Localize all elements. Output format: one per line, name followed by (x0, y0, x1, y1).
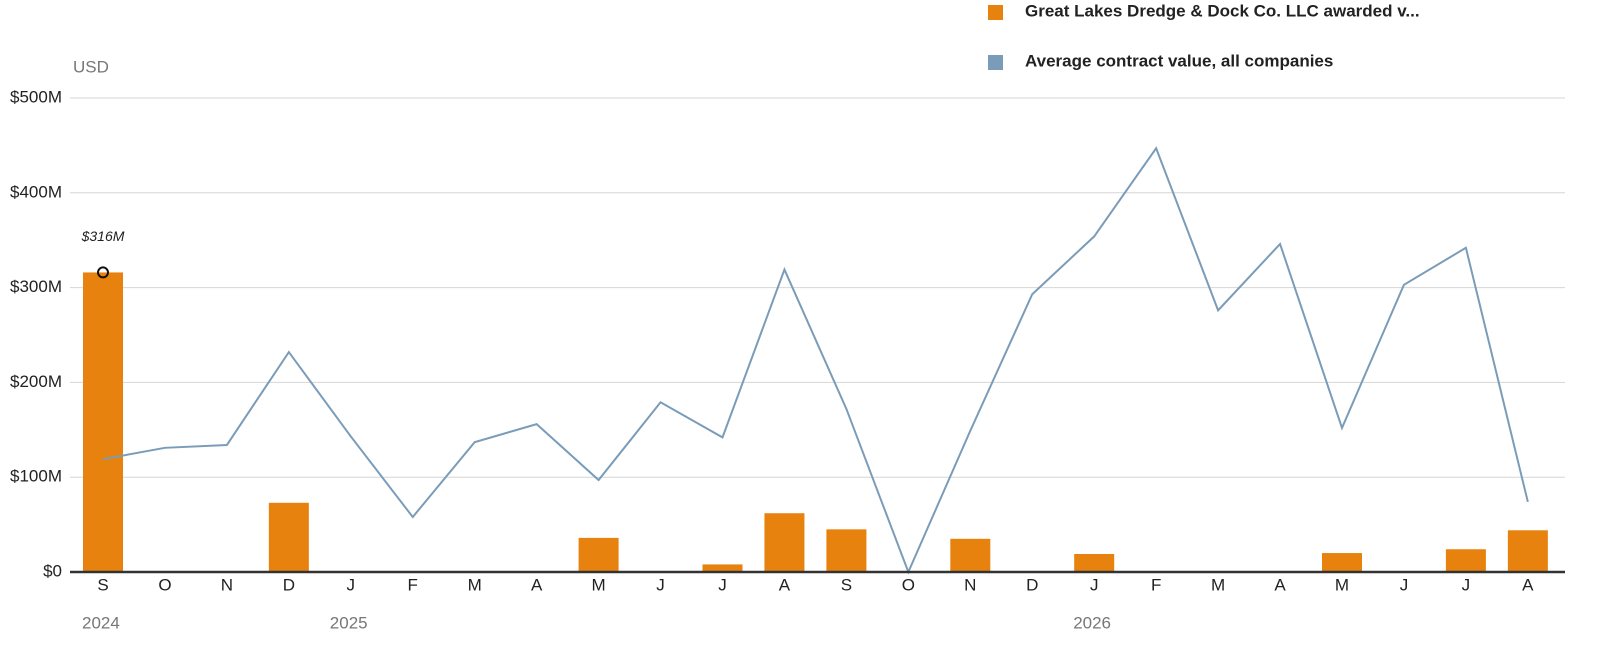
x-tick-label: M (592, 575, 606, 594)
year-label: 2024 (82, 613, 120, 632)
x-tick-label: D (283, 575, 295, 594)
x-tick-label: N (964, 575, 976, 594)
bar (1445, 549, 1486, 572)
x-tick-label: N (221, 575, 233, 594)
x-tick-label: M (468, 575, 482, 594)
x-tick-label: O (158, 575, 171, 594)
legend-swatch (988, 55, 1003, 70)
x-tick-label: J (656, 575, 665, 594)
x-tick-label: D (1026, 575, 1038, 594)
x-tick-label: S (841, 575, 852, 594)
bar (764, 513, 805, 572)
year-label: 2025 (330, 613, 368, 632)
y-tick-label: $0 (43, 561, 62, 580)
bar (268, 502, 309, 572)
x-tick-label: A (1274, 575, 1286, 594)
bar (1322, 553, 1362, 572)
bar (826, 529, 867, 572)
line (102, 146, 1529, 575)
x-tick-label: A (531, 575, 543, 594)
annotation: $316M (81, 228, 125, 244)
y-tick-label: $100M (10, 467, 62, 486)
bar (83, 272, 123, 572)
x-tick-label: A (1522, 575, 1534, 594)
x-tick-label: S (97, 575, 108, 594)
legend-label: Great Lakes Dredge & Dock Co. LLC awarde… (1025, 1, 1420, 20)
legend-label: Average contract value, all companies (1025, 51, 1333, 70)
x-tick-label: J (718, 575, 727, 594)
bar (1507, 530, 1548, 572)
y-tick-label: $200M (10, 372, 62, 391)
x-tick-label: F (408, 575, 418, 594)
y-axis-label: USD (73, 57, 109, 76)
year-label: 2026 (1073, 613, 1111, 632)
y-tick-label: $500M (10, 87, 62, 106)
x-tick-label: J (1462, 575, 1471, 594)
x-tick-label: A (779, 575, 791, 594)
x-tick-label: M (1335, 575, 1349, 594)
x-tick-label: M (1211, 575, 1225, 594)
bar (950, 538, 991, 572)
y-tick-label: $400M (10, 182, 62, 201)
y-tick-label: $300M (10, 277, 62, 296)
x-tick-label: O (902, 575, 915, 594)
x-tick-label: F (1151, 575, 1161, 594)
bar (702, 564, 743, 572)
annotation-marker (97, 266, 109, 279)
legend-swatch (988, 5, 1003, 20)
bar (578, 537, 619, 572)
x-tick-label: J (1400, 575, 1409, 594)
x-tick-label: J (1090, 575, 1099, 594)
x-tick-label: J (347, 575, 356, 594)
bar (1074, 553, 1115, 572)
